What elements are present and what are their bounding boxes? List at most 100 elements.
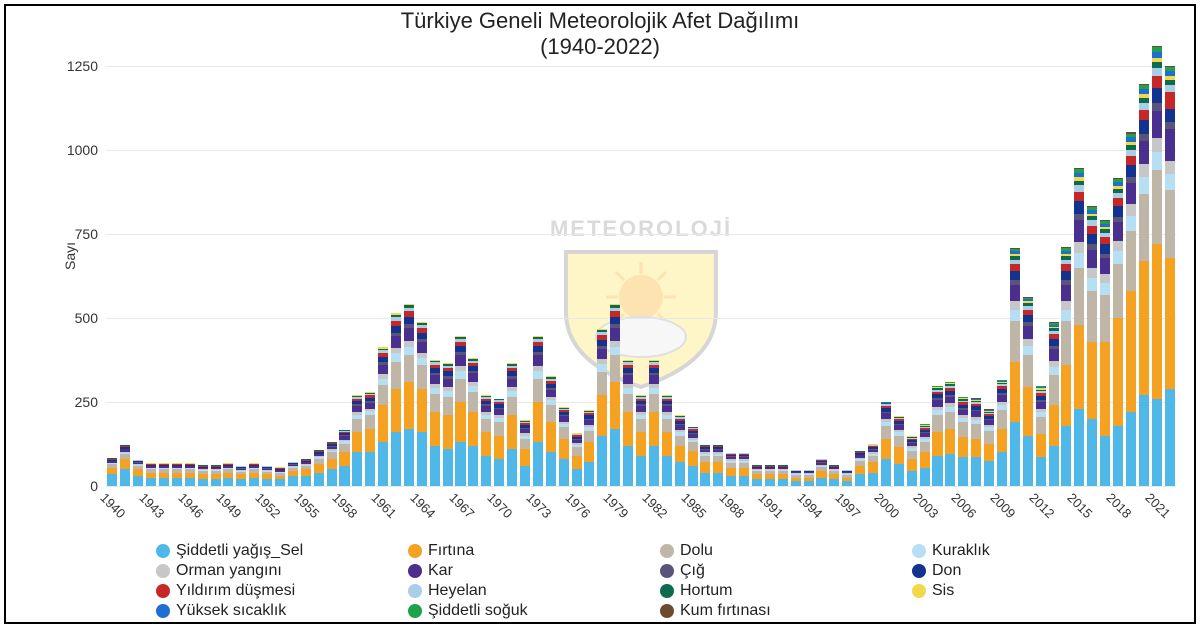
bar-segment-firtina (700, 462, 710, 472)
bar-segment-dolu (688, 442, 698, 450)
bar-segment-kar (610, 328, 620, 341)
legend-swatch (408, 564, 422, 578)
bar-column (804, 470, 814, 486)
y-tick-label: 1000 (67, 142, 98, 158)
bar-segment-dolu (1126, 231, 1136, 291)
legend-label: Heyelan (428, 582, 487, 600)
legend-label: Fırtına (428, 542, 474, 560)
bar-segment-don (1139, 120, 1149, 133)
y-tick-label: 500 (75, 310, 98, 326)
bar-column (133, 460, 143, 486)
bar-column (700, 445, 710, 486)
bar-segment-kar (1100, 258, 1110, 274)
bar-segment-siddetli_yagis_sel (559, 459, 569, 486)
bar-segment-firtina (636, 432, 646, 456)
bar-segment-firtina (481, 432, 491, 456)
bar-segment-dolu (378, 385, 388, 405)
bar-segment-firtina (739, 468, 749, 476)
bar-segment-kuraklik (404, 347, 414, 355)
bar-segment-firtina (120, 459, 130, 469)
bar-segment-kar (1152, 111, 1162, 138)
bar-segment-dolu (945, 412, 955, 429)
legend-item-cig: Çığ (660, 562, 902, 580)
bar-segment-dolu (327, 452, 337, 459)
bar-segment-dolu (352, 419, 362, 432)
bar-segment-siddetli_yagis_sel (1061, 426, 1071, 486)
bar-column (752, 465, 762, 486)
bar-segment-kuraklik (1100, 283, 1110, 295)
legend-label: Dolu (680, 542, 713, 560)
bar-segment-siddetli_yagis_sel (932, 456, 942, 486)
bar-column (494, 399, 504, 486)
bar-segment-siddetli_yagis_sel (829, 479, 839, 486)
legend-swatch (912, 564, 926, 578)
bar-segment-don (610, 317, 620, 324)
bar-column (713, 445, 723, 486)
bar-segment-siddetli_yagis_sel (945, 454, 955, 486)
bar-segment-cig (1152, 103, 1162, 110)
bar-segment-firtina (1152, 244, 1162, 399)
bar-column (1087, 206, 1097, 486)
bar-segment-siddetli_yagis_sel (765, 479, 775, 486)
bar-segment-yildirim (1100, 237, 1110, 244)
bar-segment-siddetli_yagis_sel (314, 473, 324, 486)
bar-column (352, 395, 362, 486)
bar-segment-siddetli_yagis_sel (584, 462, 594, 486)
x-tick-label: 1970 (485, 490, 516, 521)
bar-segment-siddetli_yagis_sel (1023, 436, 1033, 486)
bar-column (997, 380, 1007, 486)
x-tick-label: 1982 (639, 490, 670, 521)
bar-segment-siddetli_yagis_sel (700, 473, 710, 486)
bar-segment-siddetli_yagis_sel (185, 478, 195, 486)
bar-column (378, 347, 388, 486)
bar-segment-yildirim (1074, 192, 1084, 201)
legend-swatch (912, 544, 926, 558)
bar-segment-siddetli_yagis_sel (662, 456, 672, 486)
x-tick-label: 2003 (910, 490, 941, 521)
x-tick-label: 2018 (1103, 490, 1134, 521)
legend-label: Kum fırtınası (680, 602, 771, 620)
bar-segment-firtina (920, 452, 930, 467)
bar-segment-siddetli_yagis_sel (752, 479, 762, 486)
bar-segment-firtina (945, 429, 955, 454)
bar-segment-firtina (1087, 342, 1097, 419)
bar-segment-firtina (1074, 325, 1084, 409)
bar-segment-firtina (894, 447, 904, 464)
legend-item-kar: Kar (408, 562, 650, 580)
bar-column (1113, 178, 1123, 486)
bar-segment-firtina (997, 429, 1007, 453)
bar-segment-siddetli_yagis_sel (907, 471, 917, 486)
bar-column (520, 420, 530, 486)
bar-segment-firtina (1113, 318, 1123, 426)
bar-segment-orman_yangini (1152, 138, 1162, 152)
bar-segment-siddetli_yagis_sel (1100, 436, 1110, 486)
bar-segment-firtina (610, 382, 620, 429)
bar-column (559, 407, 569, 486)
bar-column (791, 470, 801, 486)
bar-column (288, 462, 298, 486)
bar-segment-kar (1087, 250, 1097, 268)
legend-swatch (156, 584, 170, 598)
bar-segment-firtina (958, 437, 968, 457)
bar-column (894, 416, 904, 487)
bar-segment-siddetli_yagis_sel (804, 481, 814, 486)
bar-segment-don (404, 317, 414, 324)
legend-item-sis: Sis (912, 582, 1154, 600)
bar-segment-kar (649, 375, 659, 383)
bar-segment-siddetli_yagis_sel (275, 479, 285, 486)
x-tick-label: 2015 (1065, 490, 1096, 521)
bar-segment-firtina (391, 389, 401, 433)
bars-container (106, 66, 1176, 486)
legend-swatch (156, 564, 170, 578)
bar-segment-don (1049, 339, 1059, 346)
bar-segment-orman_yangini (1074, 242, 1084, 253)
legend-swatch (660, 564, 674, 578)
x-tick-label: 2000 (871, 490, 902, 521)
bar-segment-kar (1049, 349, 1059, 361)
legend-swatch (408, 604, 422, 618)
bar-segment-firtina (881, 439, 891, 459)
bar-segment-siddetli_yagis_sel (1074, 409, 1084, 486)
bar-segment-dolu (455, 379, 465, 403)
x-tick-label: 1958 (330, 490, 361, 521)
bar-segment-dolu (430, 394, 440, 412)
